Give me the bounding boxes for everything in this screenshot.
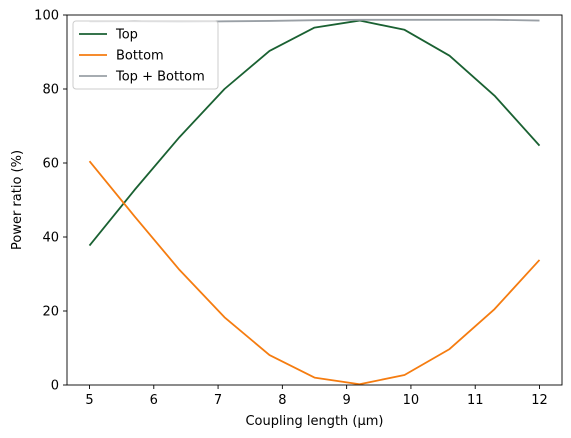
x-tick-label: 10	[403, 393, 420, 408]
x-tick-label: 8	[278, 393, 286, 408]
x-tick-label: 11	[467, 393, 484, 408]
y-axis-label: Power ratio (%)	[10, 150, 25, 250]
legend-label: Bottom	[116, 49, 164, 64]
x-axis-label: Coupling length (µm)	[245, 414, 383, 429]
axes-frame	[66, 14, 563, 386]
y-tick-label: 60	[42, 157, 59, 172]
x-tick-label: 5	[85, 393, 93, 408]
x-tick-label: 12	[531, 393, 548, 408]
x-tick-label: 9	[343, 393, 351, 408]
x-tick-label: 6	[150, 393, 158, 408]
axes: 5 6 7 8 9 10 11 12 0 20 40 60 80 100	[34, 9, 563, 408]
y-tick-label: 0	[51, 379, 59, 394]
y-tick-label: 100	[34, 9, 59, 24]
y-tick-label: 80	[42, 83, 59, 98]
x-tick-label: 7	[214, 393, 222, 408]
y-tick-label: 20	[42, 305, 59, 320]
series-line-2	[88, 160, 541, 386]
legend: Top Bottom Top + Bottom	[72, 20, 219, 90]
legend-label: Top	[115, 28, 138, 43]
series-line-1	[88, 19, 541, 247]
legend-box	[72, 20, 219, 90]
y-tick-label: 40	[42, 231, 59, 246]
legend-label: Top + Bottom	[115, 70, 205, 85]
